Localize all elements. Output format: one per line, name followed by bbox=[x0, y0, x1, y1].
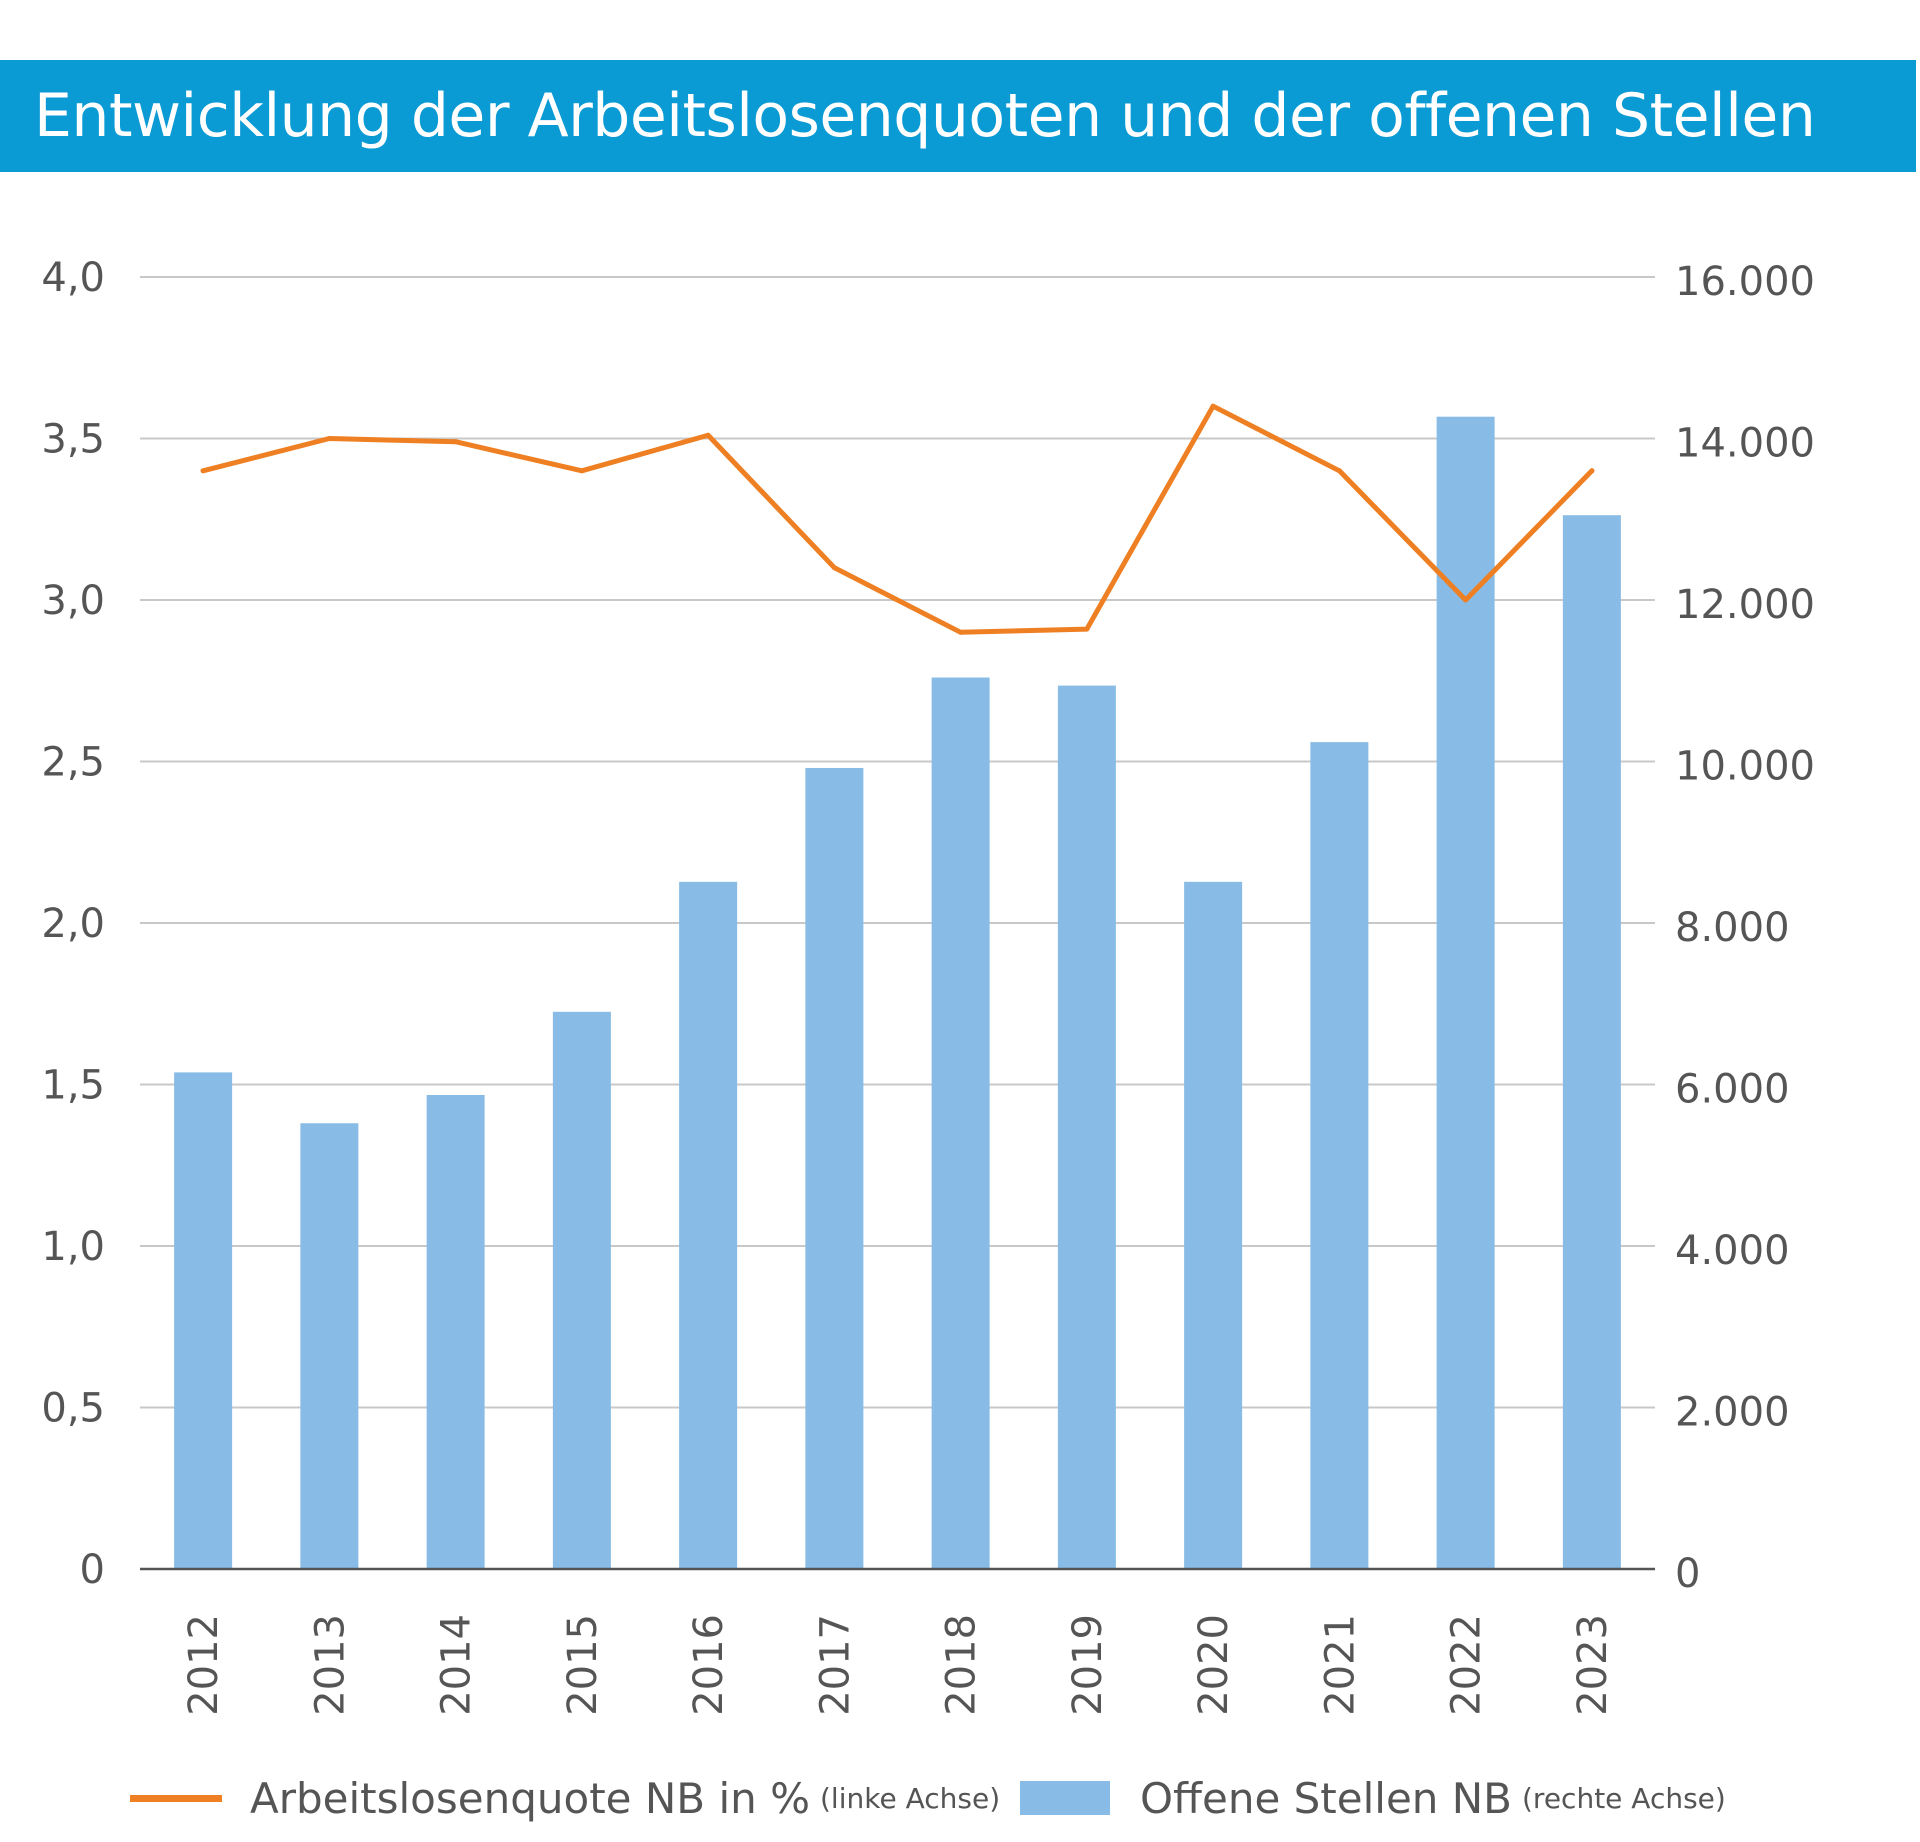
x-tick-label: 2020 bbox=[1191, 1614, 1237, 1716]
bar bbox=[679, 881, 738, 1569]
right-tick-label: 16.000 bbox=[1675, 259, 1815, 305]
bar bbox=[1184, 881, 1243, 1569]
left-tick-label: 4,0 bbox=[41, 255, 105, 301]
right-tick-label: 4.000 bbox=[1675, 1228, 1790, 1274]
x-tick-label: 2021 bbox=[1317, 1614, 1363, 1716]
right-axis-ticks: 0 2.000 4.000 6.000 8.000 10.000 12.000 14.000 1… bbox=[1675, 259, 1815, 1597]
left-tick-label: 1,5 bbox=[41, 1063, 105, 1109]
legend-bar-label: Offene Stellen NB bbox=[1140, 1773, 1512, 1823]
line-point bbox=[705, 432, 711, 438]
legend-bar-swatch bbox=[1020, 1781, 1110, 1815]
x-tick-label: 2014 bbox=[434, 1614, 480, 1716]
x-tick-label: 2013 bbox=[307, 1614, 353, 1716]
left-tick-label: 3,0 bbox=[41, 578, 105, 624]
line-point bbox=[200, 468, 206, 474]
bars bbox=[174, 416, 1621, 1569]
bar bbox=[300, 1123, 359, 1569]
right-tick-label: 2.000 bbox=[1675, 1390, 1790, 1436]
x-tick-label: 2018 bbox=[939, 1614, 985, 1716]
bar bbox=[1436, 416, 1495, 1569]
line-point bbox=[1084, 626, 1090, 632]
x-tick-label: 2023 bbox=[1570, 1614, 1616, 1716]
line-point bbox=[453, 439, 459, 445]
x-tick-label: 2022 bbox=[1444, 1614, 1490, 1716]
left-tick-label: 2,5 bbox=[41, 740, 105, 786]
x-tick-label: 2019 bbox=[1065, 1614, 1111, 1716]
right-tick-label: 6.000 bbox=[1675, 1067, 1790, 1113]
chart-title: Entwicklung der Arbeitslosenquoten und d… bbox=[34, 81, 1816, 151]
line-point bbox=[1336, 468, 1342, 474]
title-bar: Entwicklung der Arbeitslosenquoten und d… bbox=[0, 60, 1916, 172]
line-series bbox=[200, 403, 1595, 635]
x-tick-label: 2017 bbox=[812, 1614, 858, 1716]
legend-line-swatch bbox=[130, 1794, 222, 1802]
bar bbox=[426, 1094, 485, 1569]
line-point bbox=[1210, 403, 1216, 409]
left-tick-label: 0 bbox=[80, 1547, 105, 1593]
bar bbox=[174, 1072, 233, 1569]
right-tick-label: 14.000 bbox=[1675, 421, 1815, 467]
unemployment-line bbox=[200, 403, 1595, 635]
left-tick-label: 1,0 bbox=[41, 1224, 105, 1270]
legend-line-label: Arbeitslosenquote NB in % bbox=[250, 1773, 810, 1823]
left-tick-label: 3,5 bbox=[41, 417, 105, 463]
bar bbox=[1057, 685, 1116, 1569]
x-axis-ticks: 2012 2013 2014 2015 2016 2017 2018 2019 2020 2021… bbox=[181, 1614, 1616, 1716]
bar bbox=[552, 1011, 611, 1569]
legend-line-note: (linke Achse) bbox=[820, 1781, 1001, 1815]
bar bbox=[931, 677, 990, 1569]
bar bbox=[1310, 742, 1369, 1569]
line-point bbox=[1589, 468, 1595, 474]
legend-item-bars: Offene Stellen NB (rechte Achse) bbox=[1020, 1770, 1726, 1826]
bar bbox=[1562, 515, 1621, 1569]
x-tick-label: 2015 bbox=[560, 1614, 606, 1716]
line-point bbox=[831, 565, 837, 571]
left-axis-ticks: 0 0,5 1,0 1,5 2,0 2,5 3,0 3,5 4,0 bbox=[41, 255, 105, 1593]
line-point bbox=[326, 436, 332, 441]
right-tick-label: 10.000 bbox=[1675, 744, 1815, 790]
right-tick-label: 0 bbox=[1675, 1551, 1700, 1597]
line-point bbox=[958, 629, 964, 635]
right-tick-label: 12.000 bbox=[1675, 582, 1815, 628]
legend-bar-note: (rechte Achse) bbox=[1522, 1781, 1726, 1815]
right-tick-label: 8.000 bbox=[1675, 905, 1790, 951]
x-tick-label: 2012 bbox=[181, 1614, 227, 1716]
legend-item-line: Arbeitslosenquote NB in % (linke Achse) bbox=[130, 1770, 1000, 1826]
line-point bbox=[1463, 597, 1469, 603]
left-tick-label: 0,5 bbox=[41, 1386, 105, 1432]
grid-lines bbox=[140, 276, 1655, 1409]
bar bbox=[805, 767, 864, 1569]
chart: 0 0,5 1,0 1,5 2,0 2,5 3,0 3,5 4,0 0 2.000 4.000 6.0… bbox=[41, 255, 1815, 1716]
left-tick-label: 2,0 bbox=[41, 901, 105, 947]
line-point bbox=[579, 468, 585, 474]
x-tick-label: 2016 bbox=[686, 1614, 732, 1716]
